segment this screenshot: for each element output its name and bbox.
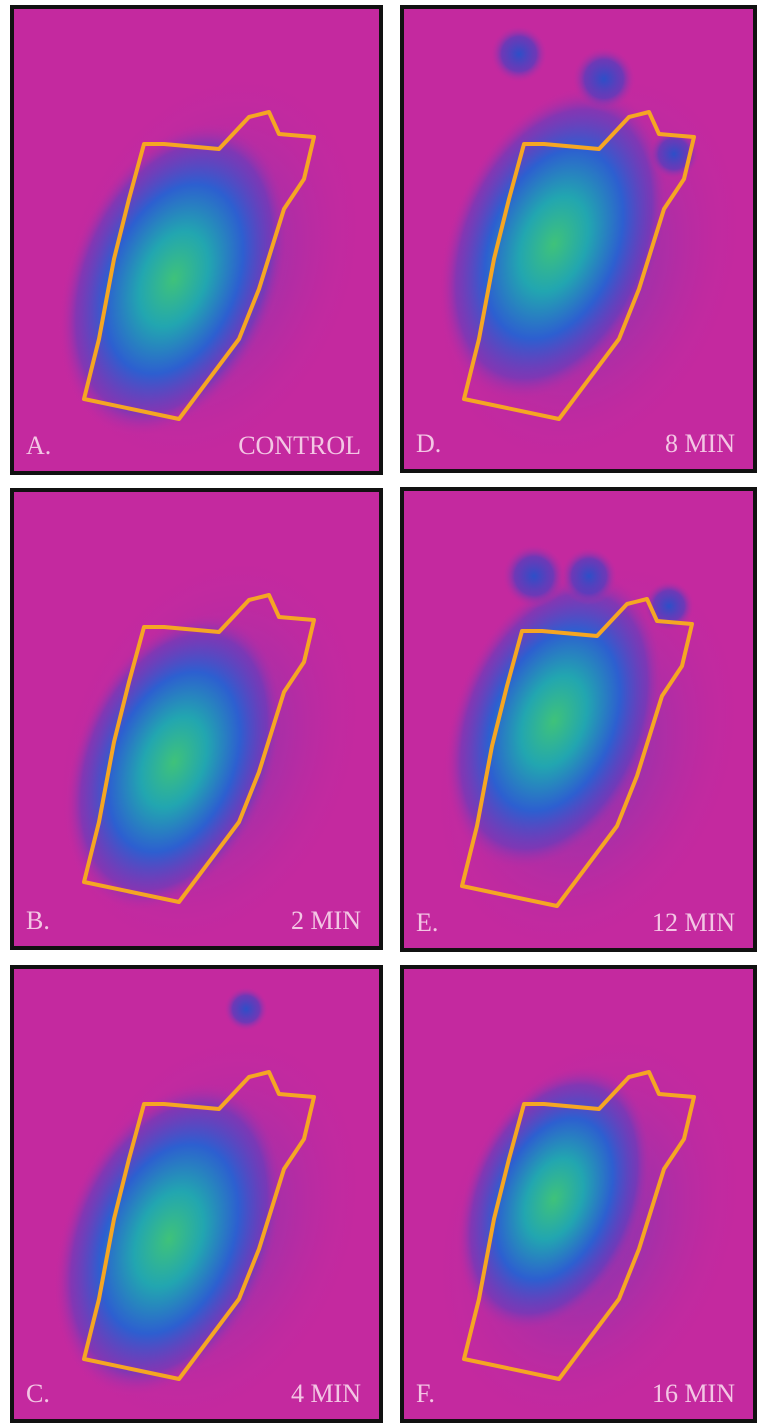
time-label: 2 MIN xyxy=(291,906,361,936)
image-panel: B. 2 MIN xyxy=(10,488,383,950)
image-panel: A. CONTROL xyxy=(10,5,383,475)
micrograph xyxy=(404,491,757,952)
time-label: CONTROL xyxy=(238,431,361,461)
panel-letter: D. xyxy=(416,429,441,459)
panel-letter: A. xyxy=(26,431,51,461)
figure: A. CONTROL xyxy=(0,0,762,1425)
time-label: 8 MIN xyxy=(665,429,735,459)
image-panel: C. 4 MIN xyxy=(10,965,383,1423)
image-panel: D. 8 MIN xyxy=(400,5,757,473)
panel-letter: E. xyxy=(416,908,438,938)
time-label: 12 MIN xyxy=(652,908,735,938)
micrograph xyxy=(14,9,383,475)
time-label: 4 MIN xyxy=(291,1379,361,1409)
time-label: 16 MIN xyxy=(652,1379,735,1409)
image-panel: E. 12 MIN xyxy=(400,487,757,952)
panel-letter: B. xyxy=(26,906,50,936)
micrograph xyxy=(14,969,383,1423)
micrograph xyxy=(404,969,757,1423)
panel-letter: F. xyxy=(416,1379,435,1409)
panel-letter: C. xyxy=(26,1379,50,1409)
image-panel: F. 16 MIN xyxy=(400,965,757,1423)
micrograph xyxy=(14,492,383,950)
micrograph xyxy=(404,9,757,473)
